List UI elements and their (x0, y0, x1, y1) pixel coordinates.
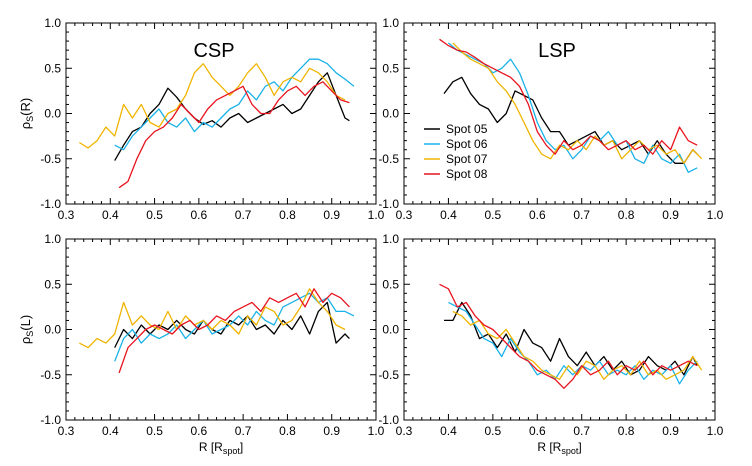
y-axis-label: ρS(L) (18, 315, 35, 344)
series-line-spot-07 (452, 310, 703, 380)
series-line-spot-06 (114, 58, 355, 151)
series-line-spot-06 (448, 301, 698, 385)
x-axis-label-main: R [R (537, 440, 561, 454)
x-tick-label: 0.9 (662, 208, 679, 222)
x-tick-label: 0.4 (440, 424, 457, 438)
panel-3: 0.3 0.4 0.5 0.6 0.7 0.8 0.9 1.0 -1.0 -0.5 0.0 0.5 1.… (18, 232, 385, 456)
x-tick-label: 0.4 (102, 208, 119, 222)
y-tick-label: 1.0 (382, 232, 399, 246)
y-tick-label: 1.0 (44, 232, 61, 246)
legend-label: Spot 05 (446, 122, 488, 136)
chart-title: CSP (193, 40, 234, 62)
x-tick-label: 0.4 (102, 424, 119, 438)
x-tick-label: 0.9 (323, 208, 340, 222)
series-line-spot-05 (114, 301, 350, 348)
series-line-spot-08 (439, 283, 698, 389)
plot-frame (403, 238, 716, 421)
y-tick-label: 0.0 (44, 323, 61, 337)
y-tick-label: 0.5 (382, 277, 399, 291)
x-tick-label: 0.7 (235, 424, 252, 438)
series-line-spot-05 (444, 301, 698, 376)
x-tick-label: 1.0 (368, 208, 385, 222)
y-tick-label: 0.0 (382, 323, 399, 337)
y-tick-label: 0.0 (44, 107, 61, 121)
x-tick-label: 0.8 (279, 424, 296, 438)
series-line-spot-07 (78, 63, 346, 149)
x-axis-label-tail: ] (578, 440, 581, 454)
x-tick-label: 0.3 (396, 208, 413, 222)
series-line-spot-08 (118, 288, 350, 374)
legend-label: Spot 08 (446, 167, 488, 181)
series-line-spot-07 (79, 288, 346, 349)
y-tick-label: 0.5 (44, 277, 61, 291)
x-tick-label: 0.9 (323, 424, 340, 438)
y-tick-label: -0.5 (40, 152, 61, 166)
x-axis-label: R [Rspot] (199, 440, 243, 456)
series-line-spot-06 (114, 292, 355, 362)
legend-label: Spot 06 (446, 137, 488, 151)
y-tick-label: -1.0 (378, 197, 399, 211)
x-tick-label: 0.5 (146, 208, 163, 222)
x-tick-label: 0.6 (529, 424, 546, 438)
y-tick-label: 0.0 (382, 107, 399, 121)
x-tick-label: 0.8 (618, 424, 635, 438)
x-tick-label: 0.6 (191, 424, 208, 438)
series-line-spot-08 (118, 81, 350, 189)
y-axis-label-tail: (L) (18, 315, 33, 331)
x-tick-label: 0.3 (58, 208, 75, 222)
y-tick-label: -0.5 (378, 152, 399, 166)
x-tick-label: 0.3 (396, 424, 413, 438)
chart-title: LSP (538, 40, 576, 62)
y-tick-label: 0.5 (382, 61, 399, 75)
y-axis-label-sub: S (25, 331, 35, 337)
y-tick-label: -0.5 (40, 368, 61, 382)
x-tick-label: 0.7 (235, 208, 252, 222)
series-line-spot-07 (452, 42, 703, 164)
x-tick-label: 1.0 (368, 424, 385, 438)
y-tick-label: -1.0 (378, 413, 399, 427)
y-tick-label: -1.0 (40, 413, 61, 427)
y-axis-label-tail: (R) (18, 98, 33, 116)
y-tick-label: 0.5 (44, 61, 61, 75)
series-line-spot-05 (114, 72, 350, 161)
x-tick-label: 0.8 (618, 208, 635, 222)
x-axis-label-sub: spot (561, 446, 579, 456)
y-axis-label-main: ρ (18, 122, 33, 129)
series-line-spot-05 (443, 76, 698, 164)
y-tick-label: -0.5 (378, 368, 399, 382)
panel-1: 0.3 0.4 0.5 0.6 0.7 0.8 0.9 1.0 -1.0 -0.5 0.0 0.5 1.… (18, 16, 385, 222)
x-axis-label-sub: spot (223, 446, 241, 456)
x-tick-label: 1.0 (707, 208, 724, 222)
panel-2: 0.3 0.4 0.5 0.6 0.7 0.8 0.9 1.0 -1.0 -0.5 0.0 0.5 1.… (378, 16, 723, 222)
x-tick-label: 0.5 (485, 424, 502, 438)
x-axis-label: R [Rspot] (537, 440, 581, 456)
x-tick-label: 0.7 (573, 424, 590, 438)
x-tick-label: 0.5 (485, 208, 502, 222)
x-axis-label-tail: ] (240, 440, 243, 454)
x-tick-label: 0.6 (191, 208, 208, 222)
y-tick-label: 1.0 (44, 16, 61, 30)
x-tick-label: 0.7 (573, 208, 590, 222)
panel-4: 0.3 0.4 0.5 0.6 0.7 0.8 0.9 1.0 -1.0 -0.5 0.0 0.5 1.… (378, 232, 723, 456)
x-tick-label: 0.3 (58, 424, 75, 438)
y-axis-label-main: ρ (18, 337, 33, 344)
x-tick-label: 0.9 (662, 424, 679, 438)
x-tick-label: 0.8 (279, 208, 296, 222)
x-tick-label: 0.4 (440, 208, 457, 222)
x-axis-label-main: R [R (199, 440, 223, 454)
x-tick-label: 0.5 (146, 424, 163, 438)
series-line-spot-08 (439, 38, 698, 155)
y-tick-label: -1.0 (40, 197, 61, 211)
y-axis-label-sub: S (25, 116, 35, 122)
legend-label: Spot 07 (446, 152, 488, 166)
y-tick-label: 1.0 (382, 16, 399, 30)
y-axis-label: ρS(R) (18, 98, 35, 129)
x-tick-label: 1.0 (707, 424, 724, 438)
x-tick-label: 0.6 (529, 208, 546, 222)
